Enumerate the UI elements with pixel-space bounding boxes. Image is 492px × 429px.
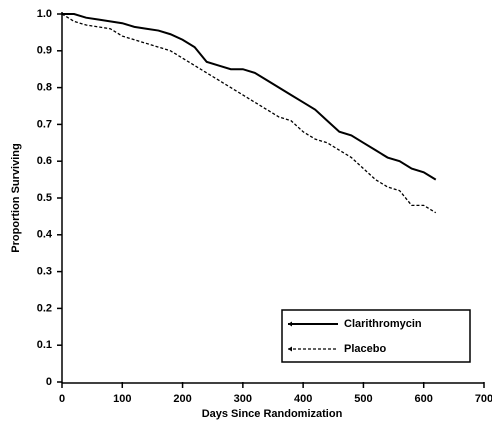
x-axis-label: Days Since Randomization [202, 408, 343, 420]
legend-label: Clarithromycin [344, 318, 422, 330]
legend-arrow [288, 321, 292, 327]
legend-label: Placebo [344, 343, 386, 355]
y-tick-label: 0.1 [37, 339, 52, 351]
survival-curve [61, 13, 437, 214]
x-tick-label: 300 [234, 393, 252, 405]
x-tick-label: 700 [475, 393, 492, 405]
y-tick-label: 0 [46, 376, 52, 388]
x-tick-label: 500 [354, 393, 372, 405]
y-tick-label: 0.9 [37, 45, 52, 57]
x-tick-label: 200 [173, 393, 191, 405]
y-tick-label: 0.2 [37, 302, 52, 314]
y-tick-label: 0.5 [37, 192, 52, 204]
legend-box [281, 309, 471, 363]
y-tick-label: 0.8 [37, 82, 52, 94]
survival-curve [62, 13, 437, 181]
y-tick-label: 0.3 [37, 266, 52, 278]
x-tick-label: 0 [59, 393, 65, 405]
y-tick-label: 0.6 [37, 155, 52, 167]
y-tick-label: 0.4 [37, 229, 53, 241]
y-axis-label: Proportion Surviving [10, 143, 22, 252]
x-tick-label: 400 [294, 393, 312, 405]
y-tick-label: 1.0 [37, 8, 52, 20]
x-tick-label: 600 [415, 393, 433, 405]
x-tick-label: 100 [113, 393, 131, 405]
y-tick-label: 0.7 [37, 118, 52, 130]
legend-arrow [288, 346, 292, 352]
